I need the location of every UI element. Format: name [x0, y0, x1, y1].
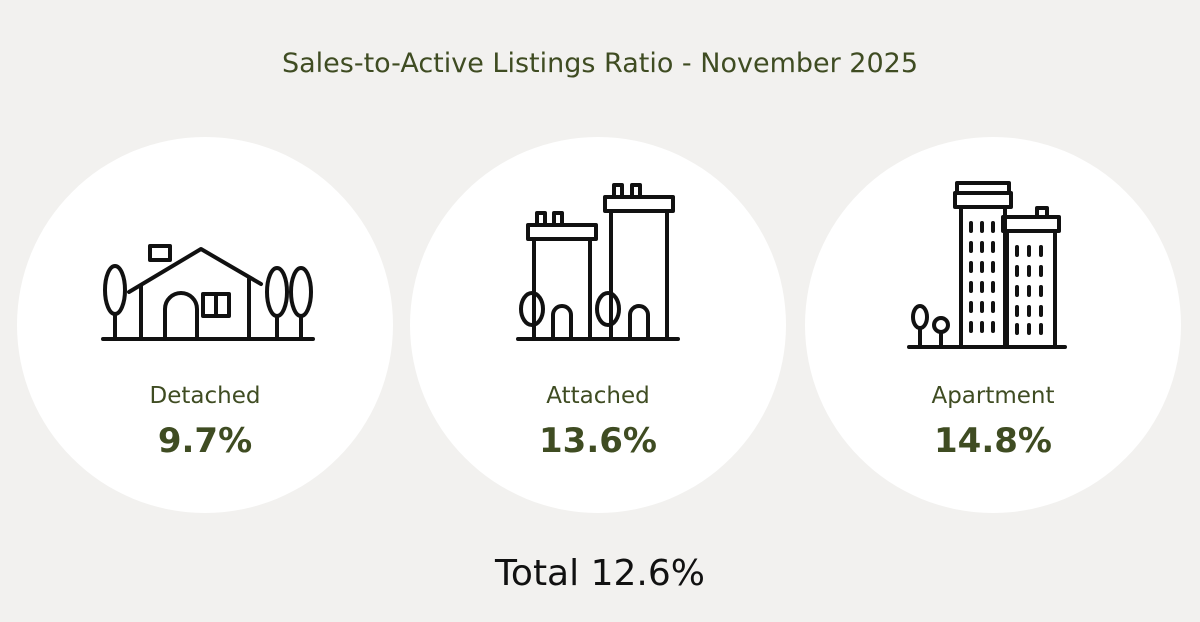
card: Attached 13.6% — [410, 137, 786, 513]
card-label: Detached — [149, 383, 261, 409]
card: Apartment 14.8% — [805, 137, 1181, 513]
card-label: Attached — [546, 383, 650, 409]
total-value: 12.6% — [590, 553, 705, 594]
apartment-icon — [907, 181, 1067, 349]
card-value: 13.6% — [539, 421, 657, 461]
house-icon — [101, 244, 315, 341]
card: Detached 9.7% — [17, 137, 393, 513]
card-label: Apartment — [931, 383, 1055, 409]
total: Total 12.6% — [0, 553, 1200, 594]
townhouse-icon — [516, 183, 680, 341]
title: Sales-to-Active Listings Ratio - Novembe… — [281, 48, 919, 79]
card-value: 9.7% — [157, 421, 253, 461]
card-value: 14.8% — [934, 421, 1052, 461]
total-label: Total — [495, 553, 580, 594]
